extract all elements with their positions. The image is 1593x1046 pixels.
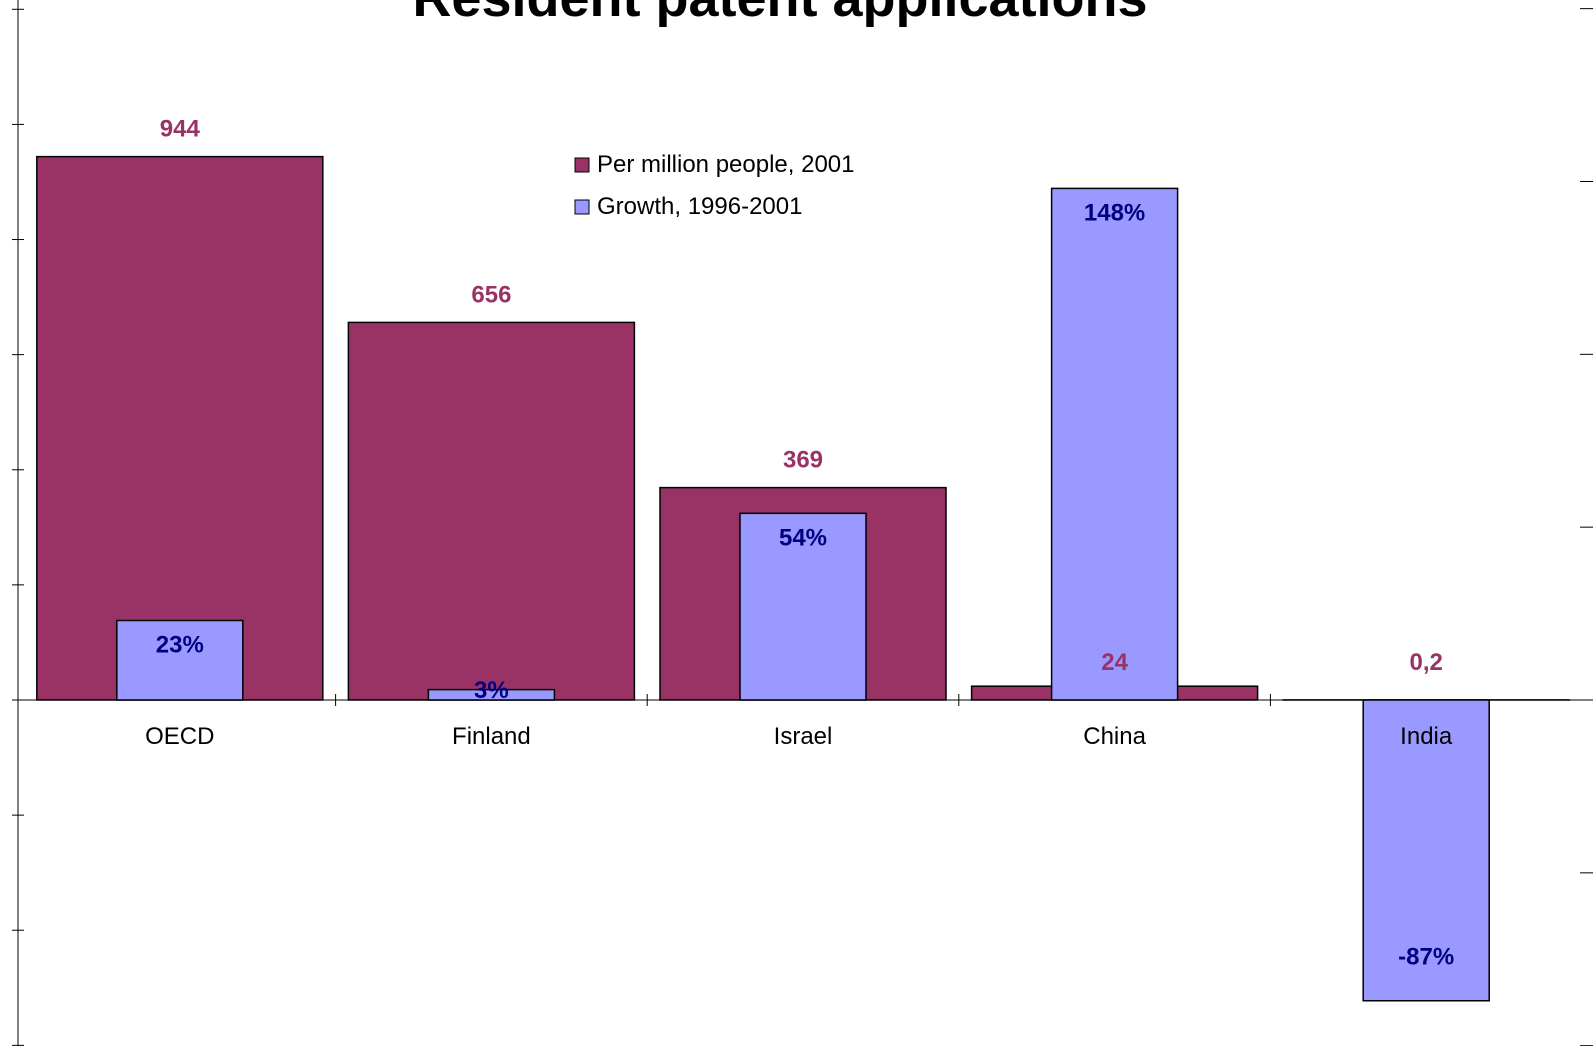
secondary-y-axis [1580,8,1593,1046]
x-axis: OECD Finland Israel China India [12,694,1593,750]
data-label-per-million-india: 0,2 [1410,649,1443,676]
legend: Per million people, 2001 Growth, 1996-20… [574,151,855,220]
legend-swatch-growth [574,199,590,215]
category-label-china: China [1083,723,1146,750]
data-label-growth-oecd: 23% [156,631,204,658]
secondary-series-bars [116,187,1490,1002]
data-label-per-million-oecd: 944 [160,116,201,143]
category-label-oecd: OECD [145,723,214,750]
data-label-growth-finland: 3% [474,677,509,704]
bar-growth-israel [739,512,867,701]
primary-series-bars [36,155,1570,701]
data-label-per-million-finland: 656 [471,281,511,308]
legend-swatch-per-million [574,157,590,173]
bar-growth-india [1362,699,1490,1002]
primary-y-axis [12,0,24,1046]
data-labels: 944 23% 656 3% 369 54% 24 148% 0,2 -87% [156,116,1454,971]
bar-per-million-oecd [36,155,324,701]
bar-per-million-finland [347,321,636,701]
data-label-growth-china: 148% [1084,199,1145,226]
legend-label-growth: Growth, 1996-2001 [597,193,802,220]
legend-label-per-million: Per million people, 2001 [597,151,855,178]
chart-title: Resident patent applications [412,0,1147,28]
data-label-growth-israel: 54% [779,524,827,551]
bar-growth-oecd [116,619,244,701]
data-label-per-million-israel: 369 [783,447,823,474]
category-label-israel: Israel [774,723,833,750]
data-label-growth-india: -87% [1398,944,1454,971]
bar-growth-china [1050,187,1179,701]
category-label-finland: Finland [452,723,531,750]
category-label-india: India [1400,723,1453,750]
data-label-per-million-china: 24 [1101,649,1128,676]
